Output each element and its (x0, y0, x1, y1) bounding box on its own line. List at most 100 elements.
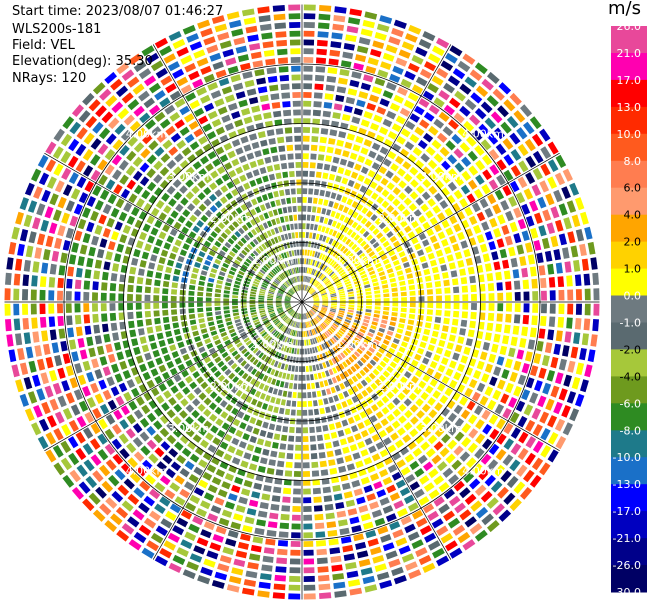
gate-cell (74, 279, 82, 289)
gate-cell (266, 431, 274, 439)
gate-cell (366, 493, 377, 502)
gate-cell (555, 154, 567, 168)
gate-cell (294, 276, 297, 283)
gate-cell (359, 411, 367, 419)
gate-cell (144, 286, 151, 294)
gate-cell (232, 335, 239, 341)
gate-cell (566, 275, 573, 287)
gate-cell (318, 399, 324, 406)
gate-cell (185, 502, 197, 512)
range-ring-label: 4.00km (462, 464, 504, 477)
gate-cell (356, 382, 364, 390)
gate-cell (263, 345, 270, 352)
gate-cell (328, 538, 339, 546)
gate-cell (238, 441, 247, 449)
gate-cell (249, 416, 257, 425)
gate-cell (107, 399, 117, 411)
gate-cell (179, 308, 186, 315)
gate-cell (360, 147, 369, 155)
gate-cell (459, 142, 471, 153)
gate-cell (453, 148, 464, 159)
gate-cell (123, 391, 133, 402)
gate-cell (266, 367, 272, 374)
gate-cell (283, 326, 288, 333)
gate-cell (293, 214, 298, 221)
gate-cell (313, 298, 320, 301)
gate-cell (513, 233, 522, 244)
gate-cell (139, 417, 150, 428)
gate-cell (220, 331, 228, 338)
gate-cell (252, 263, 259, 270)
gate-cell (523, 469, 535, 483)
gate-cell (554, 172, 566, 186)
gate-cell (376, 364, 384, 372)
gate-cell (311, 382, 316, 389)
gate-cell (93, 270, 101, 280)
gate-cell (347, 332, 354, 338)
gate-cell (297, 392, 302, 399)
gate-cell (267, 336, 273, 343)
gate-cell (76, 415, 87, 428)
gate-cell (303, 593, 316, 600)
gate-cell (77, 256, 85, 266)
gate-cell (434, 402, 443, 412)
gate-cell (165, 330, 173, 338)
gate-cell (254, 380, 261, 388)
gate-cell (464, 387, 473, 398)
gate-cell (328, 396, 334, 404)
gate-cell (303, 57, 314, 63)
gate-cell (335, 502, 345, 510)
gate-cell (226, 181, 235, 189)
gate-cell (332, 322, 339, 328)
gate-cell (143, 97, 155, 109)
gate-cell (486, 95, 499, 107)
gate-cell (547, 329, 555, 341)
gate-cell (323, 199, 329, 206)
gate-cell (214, 339, 222, 346)
gate-cell (356, 45, 369, 54)
colorbar-tick-label: -30.0 (613, 586, 641, 599)
gate-cell (109, 283, 117, 292)
gate-cell (529, 200, 539, 212)
gate-cell (311, 215, 316, 222)
gate-cell (447, 439, 458, 450)
gate-cell (347, 266, 354, 272)
gate-cell (128, 320, 135, 329)
gate-cell (162, 316, 170, 324)
gate-cell (200, 381, 209, 390)
gate-cell (395, 381, 404, 390)
gate-cell (105, 414, 116, 425)
gate-cell (284, 336, 289, 343)
gate-cell (389, 361, 397, 369)
gate-cell (267, 308, 274, 311)
gate-cell (338, 363, 345, 370)
gate-cell (321, 306, 328, 309)
gate-cell (173, 221, 182, 230)
gate-cell (495, 143, 507, 155)
gate-cell (277, 389, 283, 396)
gate-cell (373, 114, 383, 123)
gate-cell (88, 347, 96, 358)
gate-cell (487, 71, 500, 84)
gate-cell (328, 423, 336, 431)
gate-cell (457, 127, 468, 138)
gate-cell (90, 382, 99, 394)
gate-cell (360, 82, 371, 91)
gate-cell (184, 460, 195, 471)
gate-cell (421, 335, 429, 342)
gate-cell (492, 503, 505, 516)
gate-cell (378, 327, 386, 333)
gate-cell (94, 369, 103, 380)
gate-cell (88, 492, 101, 505)
gate-cell (531, 184, 542, 197)
gate-cell (380, 343, 388, 350)
gate-cell (302, 232, 306, 238)
gate-cell (85, 475, 98, 489)
gate-cell (564, 331, 572, 343)
gate-cell (338, 329, 345, 335)
gate-cell (351, 116, 361, 125)
gate-cell (275, 217, 281, 225)
gate-cell (224, 313, 231, 318)
gate-cell (292, 356, 296, 363)
gate-cell (266, 324, 273, 330)
